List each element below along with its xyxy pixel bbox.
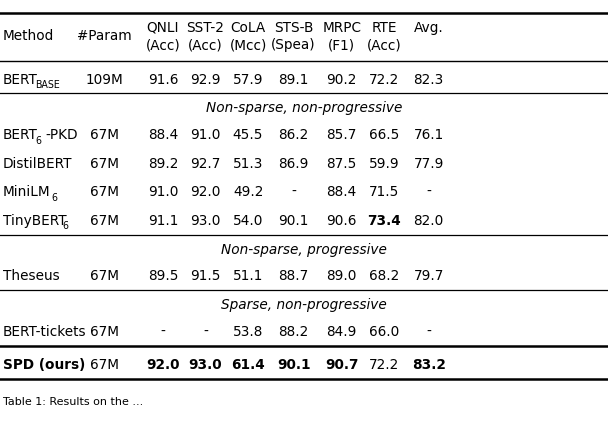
Text: DistilBERT: DistilBERT [3, 156, 72, 170]
Text: Method: Method [3, 29, 54, 44]
Text: 79.7: 79.7 [413, 270, 444, 284]
Text: (Mcc): (Mcc) [229, 38, 267, 53]
Text: QNLI: QNLI [147, 20, 179, 35]
Text: 89.0: 89.0 [326, 270, 357, 284]
Text: 89.1: 89.1 [278, 73, 309, 87]
Text: (Spea): (Spea) [271, 38, 316, 53]
Text: 67M: 67M [90, 185, 119, 199]
Text: 88.7: 88.7 [278, 270, 309, 284]
Text: 51.3: 51.3 [233, 156, 263, 170]
Text: 72.2: 72.2 [369, 358, 399, 372]
Text: Sparse, non-progressive: Sparse, non-progressive [221, 298, 387, 312]
Text: TinyBERT: TinyBERT [3, 214, 67, 228]
Text: 91.1: 91.1 [148, 214, 178, 228]
Text: 57.9: 57.9 [233, 73, 263, 87]
Text: 90.7: 90.7 [325, 358, 359, 372]
Text: 67M: 67M [90, 156, 119, 170]
Text: SPD (ours): SPD (ours) [3, 358, 85, 372]
Text: 87.5: 87.5 [326, 156, 357, 170]
Text: (Acc): (Acc) [367, 38, 402, 53]
Text: 92.0: 92.0 [190, 185, 221, 199]
Text: -PKD: -PKD [46, 128, 78, 142]
Text: BERT-tickets: BERT-tickets [3, 325, 87, 339]
Text: Non-sparse, progressive: Non-sparse, progressive [221, 243, 387, 257]
Text: BERT: BERT [3, 128, 38, 142]
Text: 68.2: 68.2 [369, 270, 399, 284]
Text: 91.0: 91.0 [190, 128, 221, 142]
Text: 88.4: 88.4 [326, 185, 357, 199]
Text: Avg.: Avg. [414, 20, 443, 35]
Text: 83.2: 83.2 [412, 358, 446, 372]
Text: 89.2: 89.2 [148, 156, 178, 170]
Text: 88.2: 88.2 [278, 325, 309, 339]
Text: (Acc): (Acc) [188, 38, 223, 53]
Text: 82.3: 82.3 [413, 73, 444, 87]
Text: 54.0: 54.0 [233, 214, 263, 228]
Text: 90.1: 90.1 [277, 358, 311, 372]
Text: 71.5: 71.5 [369, 185, 399, 199]
Text: 6: 6 [62, 221, 68, 231]
Text: 91.0: 91.0 [148, 185, 178, 199]
Text: 66.0: 66.0 [369, 325, 399, 339]
Text: STS-B: STS-B [274, 20, 313, 35]
Text: 67M: 67M [90, 325, 119, 339]
Text: 88.4: 88.4 [148, 128, 178, 142]
Text: 84.9: 84.9 [326, 325, 357, 339]
Text: 89.5: 89.5 [148, 270, 178, 284]
Text: 59.9: 59.9 [369, 156, 399, 170]
Text: MiniLM: MiniLM [3, 185, 50, 199]
Text: 76.1: 76.1 [413, 128, 444, 142]
Text: RTE: RTE [371, 20, 397, 35]
Text: 49.2: 49.2 [233, 185, 263, 199]
Text: 77.9: 77.9 [413, 156, 444, 170]
Text: BERT: BERT [3, 73, 38, 87]
Text: -: - [291, 185, 296, 199]
Text: 6: 6 [52, 192, 58, 203]
Text: 92.7: 92.7 [190, 156, 221, 170]
Text: -: - [161, 325, 165, 339]
Text: 67M: 67M [90, 358, 119, 372]
Text: 90.2: 90.2 [326, 73, 357, 87]
Text: 93.0: 93.0 [190, 214, 221, 228]
Text: 91.5: 91.5 [190, 270, 221, 284]
Text: -: - [203, 325, 208, 339]
Text: 92.9: 92.9 [190, 73, 221, 87]
Text: 53.8: 53.8 [233, 325, 263, 339]
Text: Theseus: Theseus [3, 270, 60, 284]
Text: Table 1: Results on the ...: Table 1: Results on the ... [3, 397, 143, 407]
Text: 67M: 67M [90, 128, 119, 142]
Text: 86.9: 86.9 [278, 156, 309, 170]
Text: 93.0: 93.0 [188, 358, 223, 372]
Text: 82.0: 82.0 [413, 214, 444, 228]
Text: 6: 6 [35, 136, 41, 145]
Text: 61.4: 61.4 [231, 358, 265, 372]
Text: -: - [426, 185, 431, 199]
Text: 90.1: 90.1 [278, 214, 309, 228]
Text: 66.5: 66.5 [369, 128, 399, 142]
Text: 85.7: 85.7 [326, 128, 357, 142]
Text: 73.4: 73.4 [367, 214, 401, 228]
Text: CoLA: CoLA [230, 20, 266, 35]
Text: Non-sparse, non-progressive: Non-sparse, non-progressive [206, 101, 402, 115]
Text: 109M: 109M [86, 73, 123, 87]
Text: 67M: 67M [90, 270, 119, 284]
Text: 45.5: 45.5 [233, 128, 263, 142]
Text: MRPC: MRPC [322, 20, 361, 35]
Text: 91.6: 91.6 [148, 73, 178, 87]
Text: 51.1: 51.1 [233, 270, 263, 284]
Text: 90.6: 90.6 [326, 214, 357, 228]
Text: 86.2: 86.2 [278, 128, 309, 142]
Text: BASE: BASE [35, 81, 60, 90]
Text: 72.2: 72.2 [369, 73, 399, 87]
Text: 67M: 67M [90, 214, 119, 228]
Text: (Acc): (Acc) [145, 38, 181, 53]
Text: 92.0: 92.0 [146, 358, 180, 372]
Text: (F1): (F1) [328, 38, 355, 53]
Text: #Param: #Param [77, 29, 132, 44]
Text: -: - [426, 325, 431, 339]
Text: SST-2: SST-2 [187, 20, 224, 35]
